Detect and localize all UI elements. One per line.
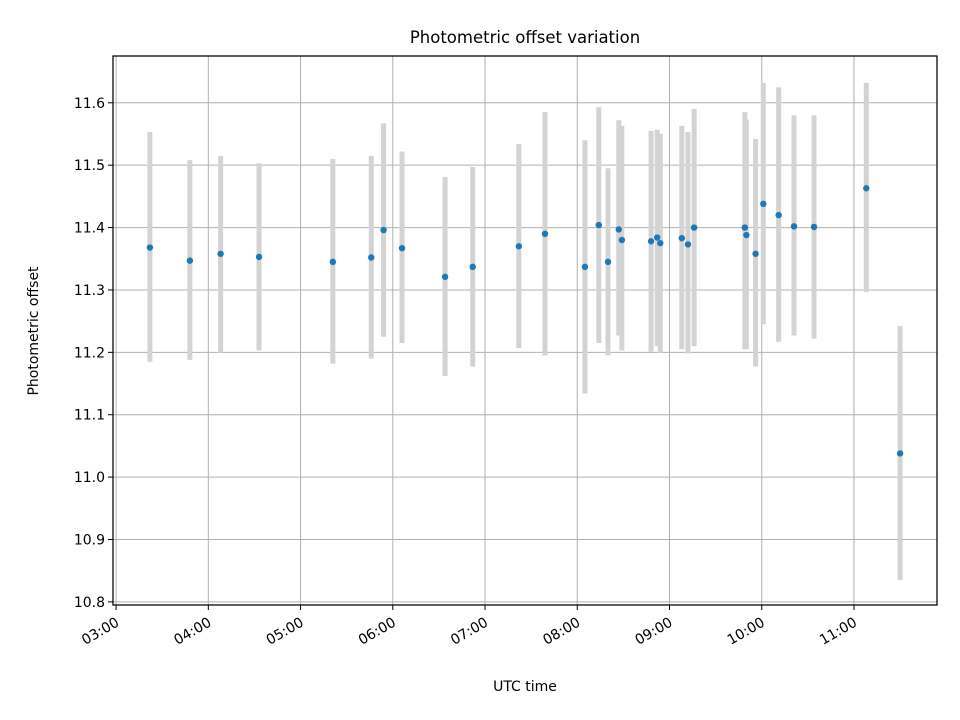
data-point	[329, 258, 337, 266]
data-points	[146, 185, 904, 457]
data-point	[678, 234, 686, 242]
y-axis-ticks: 10.8 10.9 11.0 11.1 11.2 11.3 11.4 11.5 11.6	[74, 96, 113, 611]
plot-frame	[112, 55, 938, 606]
data-point	[398, 244, 406, 252]
data-point	[146, 244, 154, 251]
data-point	[368, 254, 375, 261]
data-point	[863, 185, 870, 192]
y-tick-label: 11.6	[74, 96, 105, 112]
data-point	[775, 211, 782, 219]
y-tick-label: 11.4	[74, 221, 105, 237]
data-point	[741, 224, 749, 231]
data-point	[647, 238, 655, 245]
data-point	[581, 263, 589, 271]
y-tick-label: 10.9	[74, 532, 105, 548]
data-point	[810, 223, 818, 231]
data-point	[654, 234, 661, 241]
y-tick-label: 11.1	[74, 408, 105, 424]
y-tick-label: 11.0	[74, 470, 105, 486]
x-axis-label: UTC time	[493, 679, 557, 695]
data-point	[684, 241, 692, 248]
data-point	[186, 257, 194, 264]
y-tick-label: 11.5	[74, 158, 105, 174]
data-point	[255, 253, 263, 261]
y-tick-label: 10.8	[74, 595, 105, 611]
y-tick-label: 11.2	[74, 345, 105, 361]
chart-title: Photometric offset variation	[410, 28, 640, 47]
y-tick-label: 11.3	[74, 283, 105, 299]
data-point	[743, 231, 750, 239]
data-point	[217, 250, 224, 257]
y-axis-label: Photometric offset	[26, 266, 42, 396]
data-point	[595, 221, 602, 229]
data-point	[896, 450, 904, 457]
data-point	[604, 258, 612, 266]
data-point	[441, 273, 449, 281]
grid-lines	[113, 56, 937, 605]
data-point	[752, 250, 759, 257]
data-point	[790, 223, 798, 230]
data-point	[380, 226, 387, 234]
data-point	[760, 200, 767, 208]
data-point	[541, 230, 549, 238]
data-point	[469, 263, 476, 271]
data-point	[657, 239, 664, 247]
data-point	[618, 236, 626, 244]
data-point	[690, 224, 698, 231]
data-point	[615, 226, 622, 233]
data-point	[515, 243, 523, 250]
